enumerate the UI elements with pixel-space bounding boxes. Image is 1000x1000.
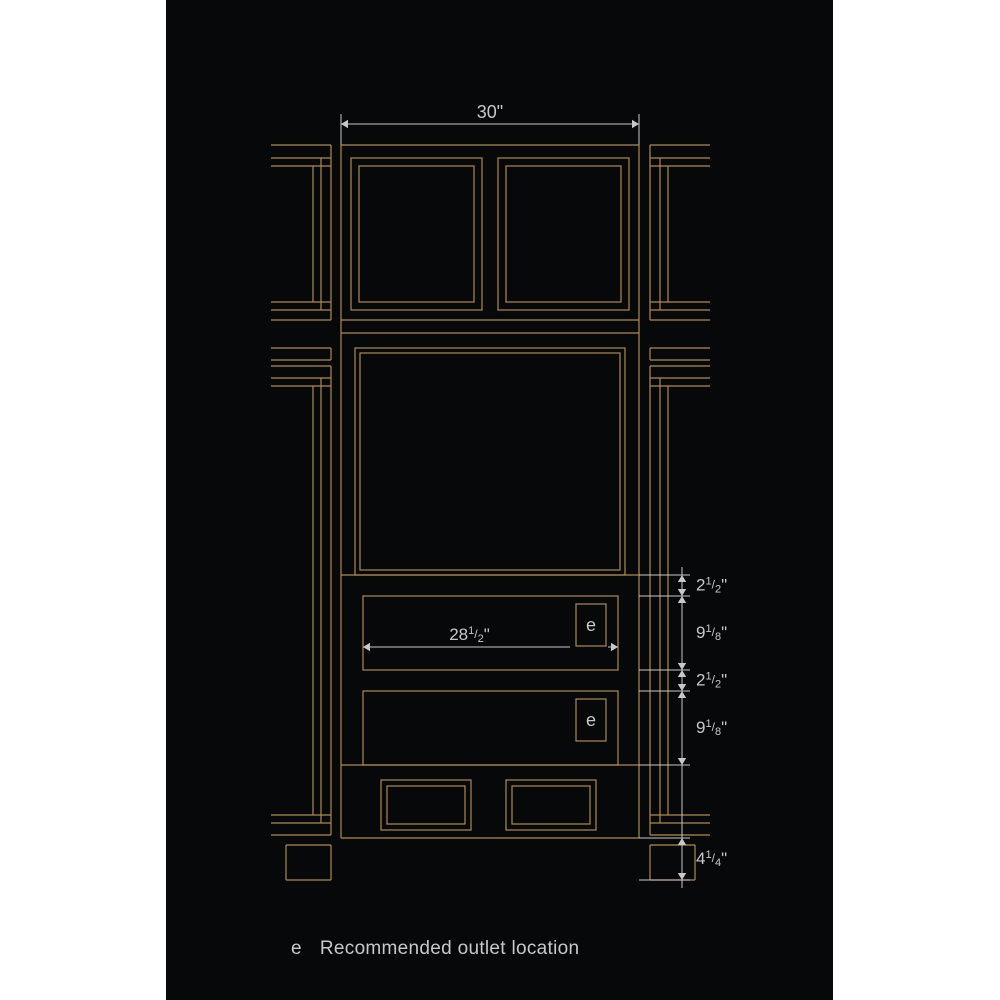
svg-text:e: e — [586, 615, 596, 635]
svg-text:30": 30" — [477, 102, 503, 122]
svg-text:21/2": 21/2" — [696, 576, 727, 596]
svg-text:41/4": 41/4" — [696, 849, 727, 869]
svg-text:e: e — [586, 710, 596, 730]
legend: e Recommended outlet location — [291, 938, 579, 960]
diagram-svg: 30" e e 281/2" 21/2" 91/8" 21/2" 91/8" 41/4" — [166, 0, 833, 1000]
legend-text: Recommended outlet location — [320, 938, 579, 960]
svg-text:281/2": 281/2" — [449, 625, 490, 645]
svg-text:91/8": 91/8" — [696, 623, 727, 643]
legend-key: e — [291, 938, 302, 960]
diagram-stage: 30" e e 281/2" 21/2" 91/8" 21/2" 91/8" 41/4" e R… — [166, 0, 833, 1000]
svg-text:91/8": 91/8" — [696, 718, 727, 738]
svg-text:21/2": 21/2" — [696, 671, 727, 691]
